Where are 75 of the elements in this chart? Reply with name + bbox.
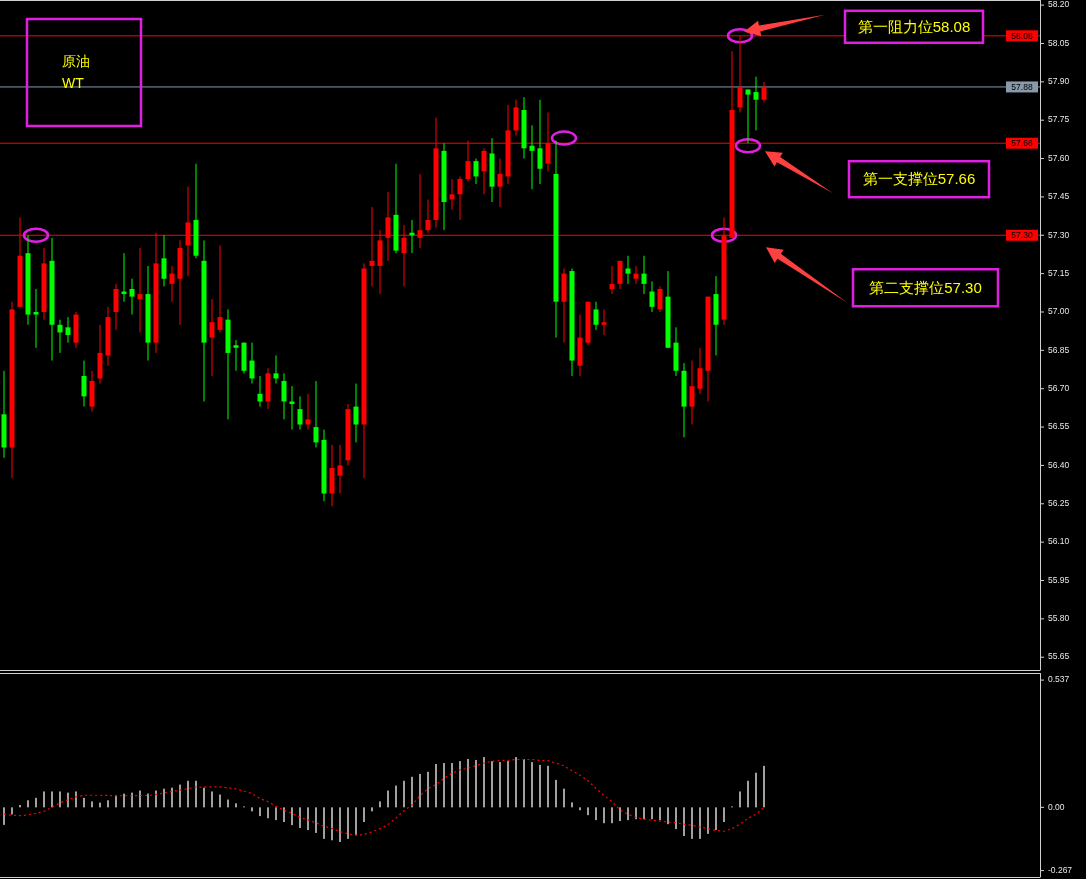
- candlestick: [657, 285, 663, 313]
- line-series: [3, 758, 765, 836]
- candlestick: [601, 308, 607, 336]
- candlestick: [289, 385, 295, 431]
- annotation: 第二支撑位57.30: [869, 278, 982, 296]
- candlestick: [761, 81, 767, 103]
- candlestick: [257, 375, 263, 408]
- candlestick: [457, 175, 463, 221]
- y-tick-label: 57.90: [1048, 76, 1070, 87]
- candlestick: [217, 245, 223, 333]
- y-tick-label: 56.85: [1048, 344, 1070, 355]
- candlestick: [337, 444, 343, 495]
- annotation: 第一支撑位57.66: [862, 170, 976, 188]
- y-tick-label: 56.55: [1048, 421, 1070, 432]
- candlestick: [33, 288, 39, 349]
- candlestick: [305, 393, 311, 431]
- candlestick: [425, 198, 431, 234]
- candlestick: [169, 265, 175, 303]
- annotation: 第一阻力位58.08: [857, 17, 971, 35]
- candlestick: [497, 158, 503, 208]
- candlestick: [137, 247, 143, 333]
- ref-line-label: 58.08: [1011, 30, 1033, 41]
- candlestick: [281, 372, 287, 420]
- y-tick-label: 58.20: [1048, 0, 1070, 10]
- y-tick-label: 56.40: [1048, 459, 1070, 470]
- candlestick: [689, 360, 695, 425]
- y-tick-label: 56.10: [1048, 536, 1070, 547]
- candlestick: [449, 178, 455, 211]
- y-tick-label: 55.65: [1048, 651, 1070, 662]
- y-tick-label: 57.00: [1048, 306, 1070, 317]
- y-tick-label: 57.45: [1048, 191, 1070, 202]
- candlestick: [209, 298, 215, 377]
- candlestick: [609, 265, 615, 295]
- y-tick-label: 57.15: [1048, 267, 1070, 278]
- candlestick: [537, 99, 543, 185]
- candlestick: [745, 89, 751, 144]
- ref-line-label: 57.88: [1011, 81, 1033, 92]
- candlestick: [529, 124, 535, 190]
- candlestick: [513, 99, 519, 137]
- text: 原油 WT: [62, 53, 90, 91]
- candlestick: [161, 234, 167, 287]
- y-tick-label: 57.30: [1048, 229, 1070, 240]
- candlestick: [481, 147, 487, 195]
- candlestick: [273, 354, 279, 385]
- candlestick: [113, 283, 119, 331]
- candlestick: [617, 260, 623, 290]
- y-tick-label: 0.537: [1048, 674, 1070, 685]
- candlestick: [65, 316, 71, 344]
- candlestick: [353, 383, 359, 443]
- candlestick: [625, 255, 631, 285]
- candlestick: [57, 319, 63, 354]
- candlestick: [649, 280, 655, 313]
- candlestick: [249, 342, 255, 385]
- ref-line-label: 57.30: [1011, 230, 1033, 241]
- candlestick: [297, 395, 303, 431]
- y-tick-label: 55.80: [1048, 613, 1070, 624]
- y-tick-label: 57.60: [1048, 152, 1070, 163]
- candlestick: [697, 347, 703, 395]
- y-tick-label: 58.05: [1048, 37, 1070, 48]
- candlestick: [593, 301, 599, 331]
- y-tick-label: 56.70: [1048, 382, 1070, 393]
- candlestick: [473, 158, 479, 185]
- candlestick: [313, 380, 319, 449]
- candlestick: [753, 76, 759, 131]
- y-tick-label: -0.267: [1048, 864, 1073, 875]
- candlestick: [81, 360, 87, 408]
- candlestick: [129, 278, 135, 316]
- candlestick: [641, 255, 647, 295]
- ref-line-label: 57.66: [1011, 137, 1033, 148]
- y-tick-label: 56.25: [1048, 498, 1070, 509]
- y-tick-label: 55.95: [1048, 574, 1070, 585]
- y-tick-label: 0.00: [1048, 801, 1065, 812]
- candlestick: [633, 265, 639, 285]
- y-tick-label: 57.75: [1048, 114, 1070, 125]
- candlestick: [233, 339, 239, 372]
